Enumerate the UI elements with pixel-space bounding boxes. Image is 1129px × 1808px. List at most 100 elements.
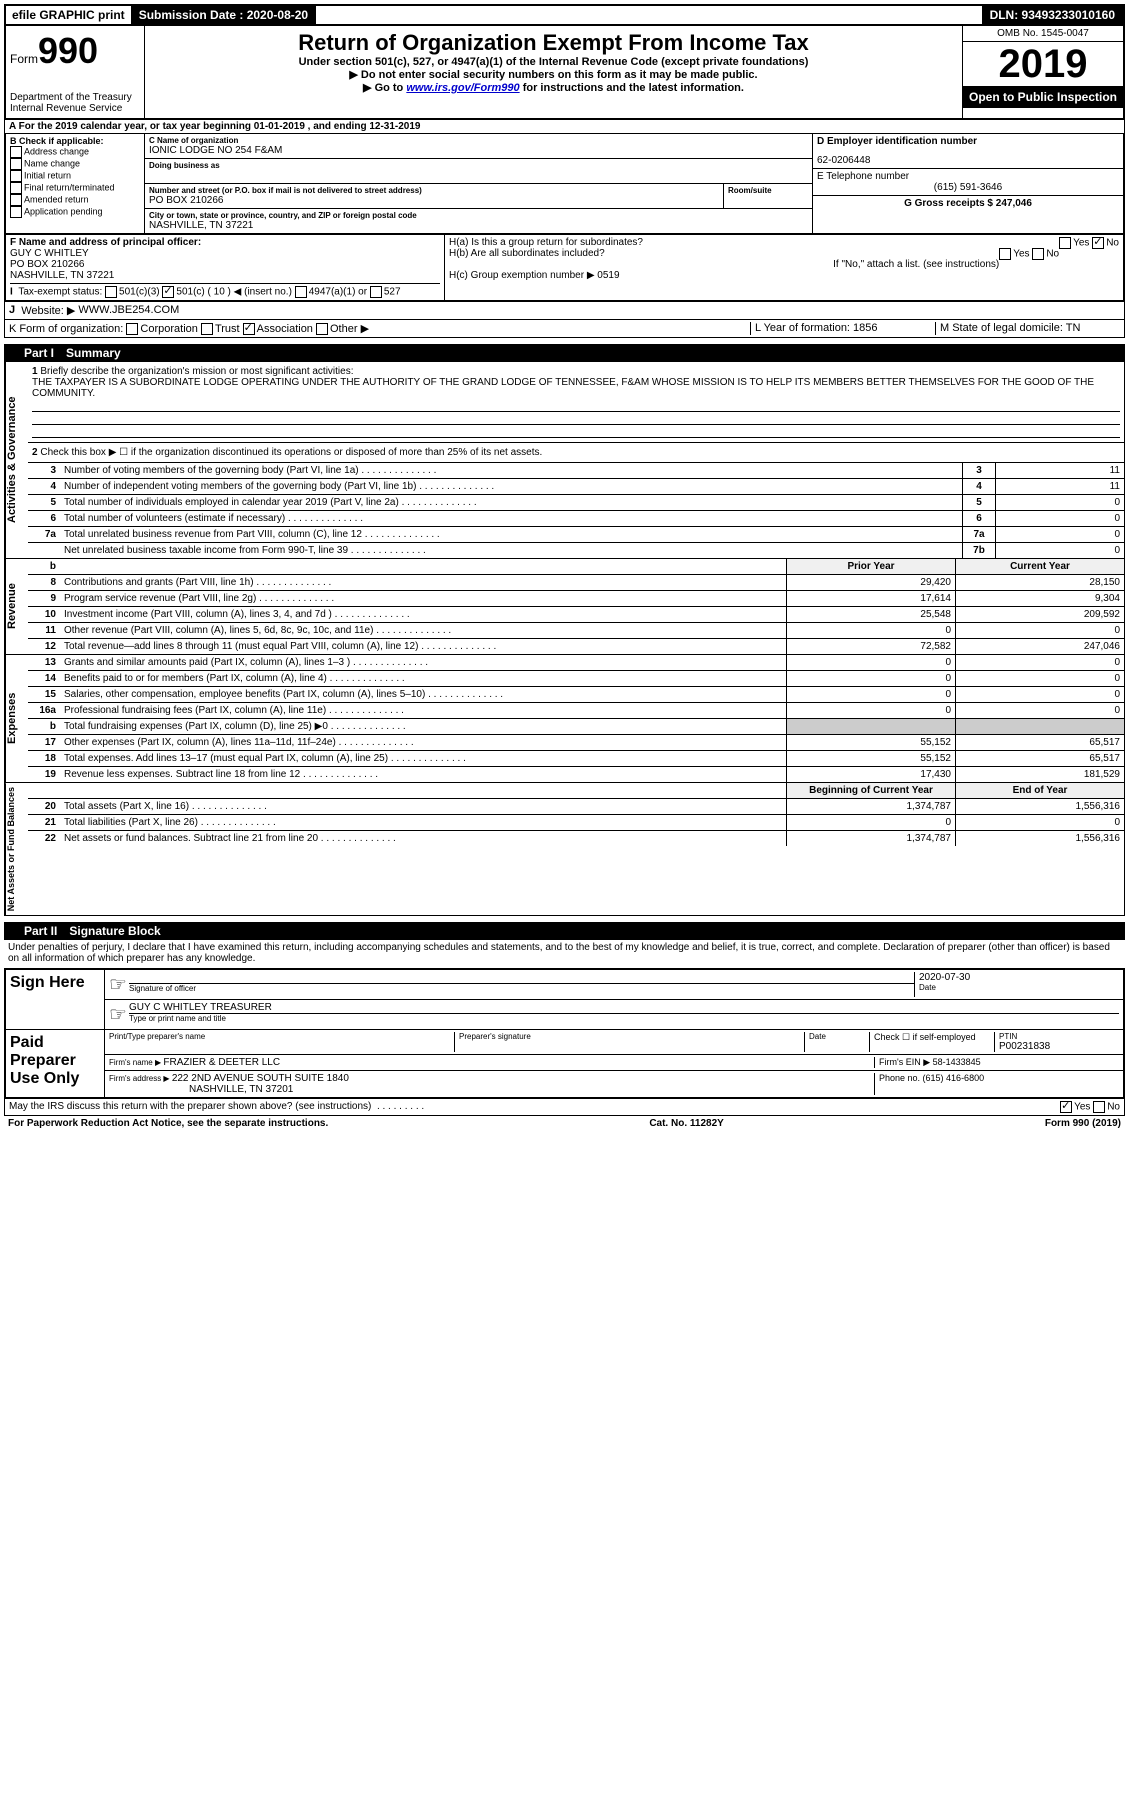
period-row: A For the 2019 calendar year, or tax yea…: [4, 120, 1125, 134]
chk-name[interactable]: Name change: [24, 158, 80, 168]
form-header: Form 990 Department of the Treasury Inte…: [4, 26, 1125, 120]
side-activities: Activities & Governance: [5, 362, 28, 558]
dept-treasury: Department of the Treasury: [10, 92, 140, 103]
dba-label: Doing business as: [149, 161, 808, 170]
chk-amended[interactable]: Amended return: [24, 194, 89, 204]
table-row: 9Program service revenue (Part VIII, lin…: [28, 591, 1124, 607]
officer-addr2: NASHVILLE, TN 37221: [10, 270, 440, 281]
org-city: NASHVILLE, TN 37221: [149, 220, 808, 231]
dln: DLN: 93493233010160: [982, 6, 1123, 24]
officer-name-title: GUY C WHITLEY TREASURER: [129, 1002, 1119, 1014]
prep-date-label: Date: [809, 1032, 869, 1041]
ptin-label: PTIN: [999, 1032, 1119, 1041]
opt-corp[interactable]: Corporation: [140, 323, 197, 335]
efile-graphic-print[interactable]: efile GRAPHIC print: [6, 6, 131, 24]
org-name: IONIC LODGE NO 254 F&AM: [149, 145, 808, 156]
part2-header: Part IISignature Block: [4, 922, 1125, 940]
website-value[interactable]: WWW.JBE254.COM: [78, 304, 179, 317]
opt-501c3[interactable]: 501(c)(3): [119, 287, 160, 298]
table-row: 7aTotal unrelated business revenue from …: [28, 527, 1124, 543]
submission-date: Submission Date : 2020-08-20: [131, 6, 316, 24]
table-row: 22Net assets or fund balances. Subtract …: [28, 831, 1124, 846]
city-label: City or town, state or province, country…: [149, 211, 808, 220]
officer-addr1: PO BOX 210266: [10, 259, 440, 270]
self-employed[interactable]: Check ☐ if self-employed: [869, 1032, 994, 1052]
open-public: Open to Public Inspection: [963, 86, 1123, 108]
opt-other[interactable]: Other ▶: [330, 323, 369, 335]
c-name-label: C Name of organization: [149, 136, 808, 145]
website-label: Website: ▶: [21, 304, 75, 317]
h-b-note: If "No," attach a list. (see instruction…: [449, 259, 1119, 270]
officer-name: GUY C WHITLEY: [10, 248, 440, 259]
opt-501c[interactable]: 501(c) ( 10 ) ◀ (insert no.): [176, 287, 292, 298]
form-year: 2019: [963, 42, 1123, 86]
form-sub1: Under section 501(c), 527, or 4947(a)(1)…: [149, 56, 958, 68]
form-label: Form: [10, 52, 38, 66]
omb-number: OMB No. 1545-0047: [963, 26, 1123, 42]
table-row: 12Total revenue—add lines 8 through 11 (…: [28, 639, 1124, 654]
table-row: 10Investment income (Part VIII, column (…: [28, 607, 1124, 623]
firm-name: FRAZIER & DEETER LLC: [163, 1057, 280, 1068]
firm-name-label: Firm's name ▶: [109, 1058, 163, 1067]
l-year: L Year of formation: 1856: [750, 322, 935, 335]
table-row: 14Benefits paid to or for members (Part …: [28, 671, 1124, 687]
table-row: bTotal fundraising expenses (Part IX, co…: [28, 719, 1124, 735]
prep-sig-label: Preparer's signature: [459, 1032, 804, 1041]
footer-right: Form 990 (2019): [1045, 1118, 1121, 1129]
table-row: 11Other revenue (Part VIII, column (A), …: [28, 623, 1124, 639]
opt-527[interactable]: 527: [384, 287, 401, 298]
date-label: Date: [919, 983, 1119, 992]
firm-phone: Phone no. (615) 416-6800: [874, 1073, 1119, 1095]
addr-label: Number and street (or P.O. box if mail i…: [149, 186, 719, 195]
chk-initial[interactable]: Initial return: [24, 170, 71, 180]
opt-4947[interactable]: 4947(a)(1) or: [309, 287, 367, 298]
table-row: 18Total expenses. Add lines 13–17 (must …: [28, 751, 1124, 767]
q2-text: Check this box ▶ ☐ if the organization d…: [40, 447, 542, 458]
opt-trust[interactable]: Trust: [215, 323, 240, 335]
prior-year-header: Prior Year: [786, 559, 955, 574]
sig-date: 2020-07-30: [919, 972, 1119, 983]
q1-label: Briefly describe the organization's miss…: [40, 366, 353, 377]
part1-header: Part ISummary: [4, 344, 1125, 362]
mission-text: THE TAXPAYER IS A SUBORDINATE LODGE OPER…: [32, 377, 1120, 399]
end-year-header: End of Year: [955, 783, 1124, 798]
opt-assoc[interactable]: Association: [257, 323, 313, 335]
chk-address[interactable]: Address change: [24, 146, 89, 156]
firm-addr-label: Firm's address ▶: [109, 1074, 172, 1083]
section-b-label: B Check if applicable:: [10, 136, 140, 146]
table-row: Net unrelated business taxable income fr…: [28, 543, 1124, 558]
sign-here: Sign Here: [6, 970, 104, 1029]
phone-label: E Telephone number: [817, 171, 1119, 182]
sig-officer-label: Signature of officer: [129, 984, 914, 993]
firm-addr1: 222 2ND AVENUE SOUTH SUITE 1840: [172, 1073, 349, 1084]
begin-year-header: Beginning of Current Year: [786, 783, 955, 798]
side-expenses: Expenses: [5, 655, 28, 782]
declaration: Under penalties of perjury, I declare th…: [4, 940, 1125, 966]
table-row: 13Grants and similar amounts paid (Part …: [28, 655, 1124, 671]
chk-pending[interactable]: Application pending: [24, 206, 103, 216]
table-row: 8Contributions and grants (Part VIII, li…: [28, 575, 1124, 591]
m-state: M State of legal domicile: TN: [935, 322, 1120, 335]
form-sub2: Do not enter social security numbers on …: [149, 68, 958, 81]
current-year-header: Current Year: [955, 559, 1124, 574]
taxpayer-info: B Check if applicable: Address change Na…: [4, 134, 1125, 235]
gross-receipts: G Gross receipts $ 247,046: [813, 196, 1123, 211]
table-row: 21Total liabilities (Part X, line 26)00: [28, 815, 1124, 831]
chk-final[interactable]: Final return/terminated: [24, 182, 115, 192]
table-row: 5Total number of individuals employed in…: [28, 495, 1124, 511]
ptin-value: P00231838: [999, 1041, 1119, 1052]
table-row: 15Salaries, other compensation, employee…: [28, 687, 1124, 703]
table-row: 16aProfessional fundraising fees (Part I…: [28, 703, 1124, 719]
irs-link[interactable]: www.irs.gov/Form990: [406, 82, 519, 94]
table-row: 3Number of voting members of the governi…: [28, 463, 1124, 479]
room-label: Room/suite: [728, 186, 808, 195]
form-title: Return of Organization Exempt From Incom…: [149, 30, 958, 56]
prep-name-label: Print/Type preparer's name: [109, 1032, 454, 1041]
type-print-label: Type or print name and title: [129, 1014, 1119, 1023]
form-number: 990: [38, 30, 98, 72]
firm-addr2: NASHVILLE, TN 37201: [189, 1084, 293, 1095]
top-bar: efile GRAPHIC print Submission Date : 20…: [4, 4, 1125, 26]
discuss-question: May the IRS discuss this return with the…: [9, 1101, 1060, 1113]
footer-left: For Paperwork Reduction Act Notice, see …: [8, 1118, 328, 1129]
h-c: H(c) Group exemption number ▶ 0519: [449, 270, 1119, 281]
